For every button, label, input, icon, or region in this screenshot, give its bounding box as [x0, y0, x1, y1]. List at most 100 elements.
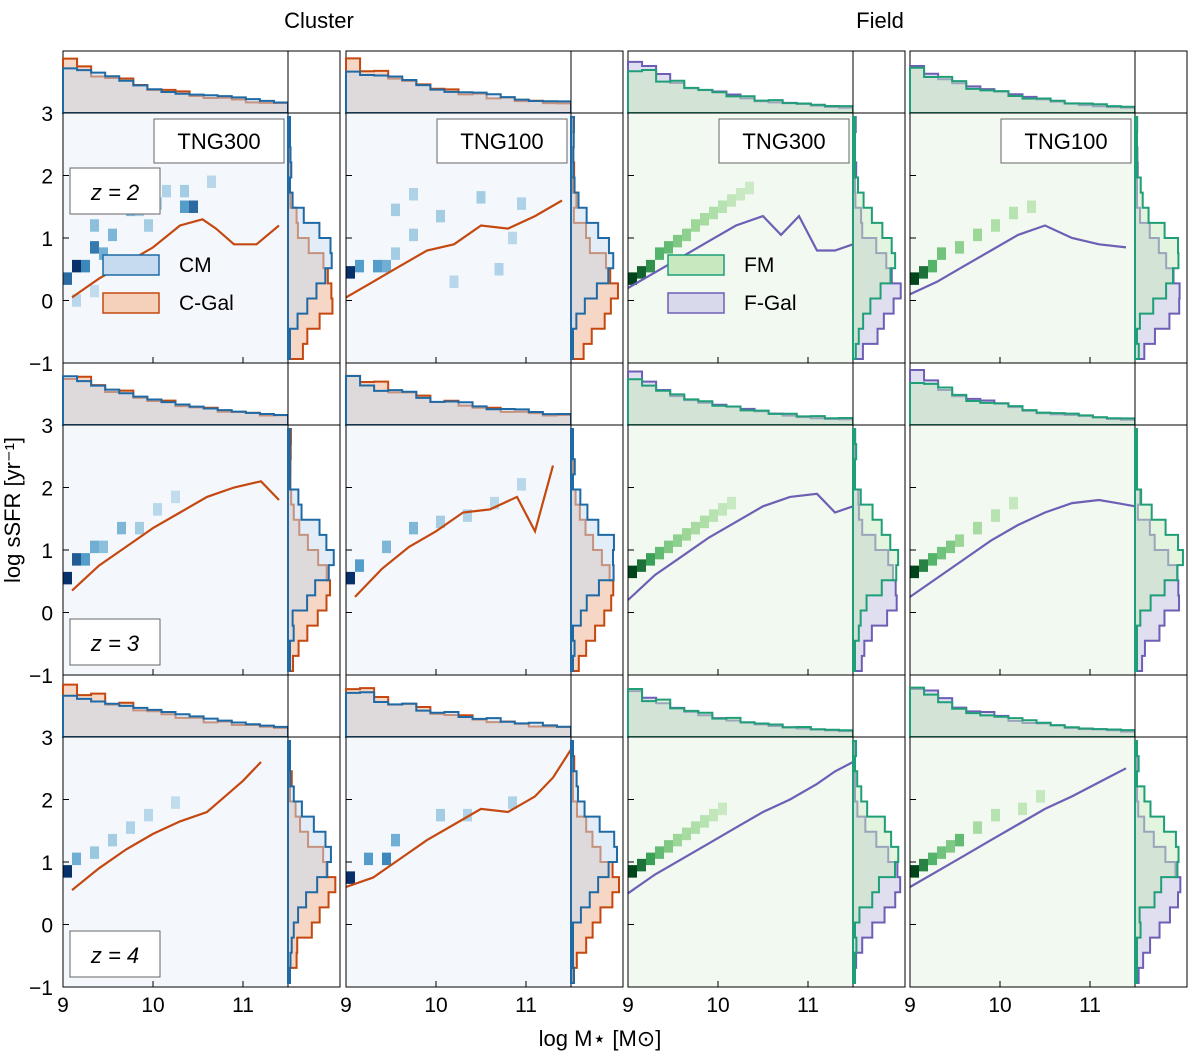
panel-label: TNG100: [460, 129, 543, 154]
heatmap-cell: [928, 553, 937, 566]
heatmap-cell: [736, 188, 745, 201]
legend-label-member: CM: [179, 254, 212, 277]
heatmap-cell: [409, 188, 418, 201]
heatmap-cell: [1009, 496, 1018, 510]
panel-r2-c3: 9 10 11: [904, 674, 1188, 1017]
heatmap-cell: [646, 553, 655, 566]
heatmap-cell: [346, 871, 355, 884]
heatmap-cell: [727, 496, 736, 510]
corner-box: [1134, 50, 1188, 114]
heatmap-cell: [171, 796, 180, 809]
median-line: [71, 480, 280, 592]
corner-box: [287, 674, 341, 738]
y-tick-label-0: 0: [41, 603, 53, 626]
heatmap-cell: [928, 852, 937, 866]
side-hist-member: [1134, 428, 1184, 672]
legend-swatch-member: [102, 254, 160, 276]
top-hist-member: [909, 381, 1136, 426]
panel-r0-c3: TNG100: [909, 50, 1188, 364]
heatmap-cell: [126, 821, 135, 834]
top-hist-member: [62, 375, 289, 426]
corner-box: [287, 362, 341, 426]
heatmap-cell: [691, 219, 700, 232]
heatmap-cell: [637, 858, 646, 872]
redshift-frame: [69, 167, 161, 215]
y-tick-label-0: 0: [41, 291, 53, 314]
heatmap-cell: [682, 228, 691, 242]
group-title-field: Field: [856, 8, 904, 33]
redshift-text: z = 4: [90, 943, 139, 968]
heatmap-cell: [153, 503, 162, 516]
heatmap-cell: [90, 219, 99, 232]
panel-r0-c1: TNG100: [345, 50, 624, 364]
x-tick-label: 9: [622, 994, 634, 1017]
panel-label: TNG300: [742, 129, 825, 154]
x-tick-label: 11: [232, 994, 254, 1017]
heatmap-cell: [937, 247, 946, 260]
median-line: [345, 199, 563, 299]
side-hist-member: [852, 740, 900, 984]
heatmap-cell: [673, 833, 682, 847]
heatmap-cell: [180, 200, 189, 213]
heatmap-cell: [937, 546, 946, 560]
heatmap-cell: [382, 852, 391, 866]
panel-label-box: TNG100: [1000, 118, 1132, 164]
label-frame: [436, 118, 568, 164]
x-tick-label: 11: [515, 994, 537, 1017]
heatmap-cell: [727, 194, 736, 207]
heatmap-cell: [709, 206, 718, 220]
top-hist-member: [909, 66, 1136, 114]
heatmap-cell: [664, 241, 673, 254]
heatmap-cell: [463, 808, 472, 822]
y-tick-label-1: 1: [41, 852, 53, 875]
panel-r1-c3: [909, 362, 1188, 676]
heatmap-cell: [90, 284, 99, 298]
heatmap-cell: [628, 565, 637, 579]
heatmap-cell: [72, 852, 81, 866]
side-hist-member: [287, 116, 333, 360]
heatmap-cell: [135, 521, 144, 535]
redshift-frame: [69, 618, 161, 666]
heatmap-cell: [476, 191, 486, 204]
heatmap-cell: [517, 478, 526, 491]
heatmap-cell: [637, 266, 646, 279]
label-frame: [718, 118, 850, 164]
median-line: [354, 465, 555, 598]
x-tick-label: 11: [797, 994, 819, 1017]
redshift-label: z = 3: [69, 618, 161, 666]
heatmap-cell: [718, 503, 727, 516]
heatmap-cell: [937, 846, 946, 859]
heatmap-cell: [991, 219, 1000, 232]
redshift-label: z = 2: [69, 167, 161, 215]
heatmap-cell: [709, 509, 718, 522]
heatmap-cell: [682, 528, 691, 541]
heatmap-cell: [628, 865, 637, 878]
heatmap-cell: [928, 259, 937, 273]
heatmap-cell: [391, 203, 400, 217]
heatmap-cell: [180, 184, 189, 198]
legend-swatch-gal: [102, 292, 160, 314]
heatmap-cell: [691, 821, 700, 834]
label-frame: [153, 118, 285, 164]
heatmap-cell: [81, 553, 90, 566]
heatmap-cell: [1036, 790, 1045, 803]
side-hist-member: [852, 428, 900, 672]
heatmap-cell: [108, 228, 117, 242]
heatmap-cell: [655, 546, 664, 560]
y-tick-label-neg1: −1: [29, 977, 53, 1000]
y-tick-label-0: 0: [41, 915, 53, 938]
heatmap-cell: [700, 213, 709, 226]
heatmap-cell: [646, 259, 655, 273]
x-tick-label: 10: [706, 994, 729, 1017]
corner-box: [1134, 362, 1188, 426]
heatmap-cell: [72, 259, 81, 273]
heatmap-cell: [991, 808, 1000, 822]
heatmap-cell: [973, 521, 982, 535]
heatmap-cell: [72, 294, 81, 307]
panel-r0-c0: TNG300 CM C-Gal z = 2 3 2 1 0 −1: [29, 50, 341, 376]
heatmap-cell: [355, 559, 364, 572]
heatmap-cell: [910, 272, 919, 285]
heatmap-cell: [90, 540, 99, 554]
